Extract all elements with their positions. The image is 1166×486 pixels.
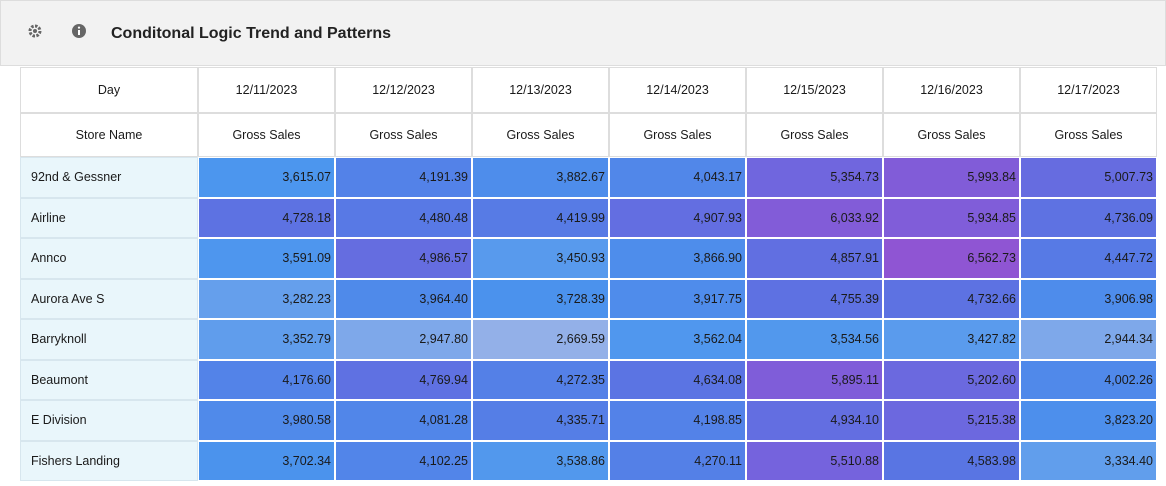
- sales-cell: 4,002.26: [1020, 359, 1157, 400]
- widget-header: Conditonal Logic Trend and Patterns: [0, 0, 1166, 66]
- sales-cell: 4,272.35: [472, 359, 609, 400]
- sales-cell: 3,450.93: [472, 238, 609, 279]
- sales-cell: 3,538.86: [472, 440, 609, 481]
- sales-cell: 4,198.85: [609, 400, 746, 441]
- sales-cell: 3,562.04: [609, 319, 746, 360]
- measure-header: Gross Sales: [609, 113, 746, 157]
- table: Day Store Name 12/11/2023 Gross Sales 12/12/…: [20, 67, 1166, 486]
- sales-cell: 3,352.79: [198, 319, 335, 360]
- sales-cell: 4,857.91: [746, 238, 883, 279]
- sales-cell: 2,944.34: [1020, 319, 1157, 360]
- widget-title: Conditonal Logic Trend and Patterns: [111, 25, 392, 42]
- date-header: 12/12/2023: [335, 67, 472, 113]
- measure-header: Gross Sales: [335, 113, 472, 157]
- store-name: Aurora Ave S: [20, 278, 198, 319]
- sales-cell: 3,728.39: [472, 278, 609, 319]
- sales-cell: 2,669.59: [472, 319, 609, 360]
- measure-header: Gross Sales: [198, 113, 335, 157]
- sales-cell: 3,980.58: [198, 400, 335, 441]
- measure-header: Gross Sales: [472, 113, 609, 157]
- column-header: Day: [20, 67, 198, 113]
- sales-cell: 3,906.98: [1020, 278, 1157, 319]
- date-header: 12/14/2023: [609, 67, 746, 113]
- sales-cell: 3,702.34: [198, 440, 335, 481]
- sales-cell: 4,270.11: [609, 440, 746, 481]
- sales-cell: 4,732.66: [883, 278, 1020, 319]
- sales-cell: 2,947.80: [335, 319, 472, 360]
- sales-cell: 6,562.73: [883, 238, 1020, 279]
- sales-cell: 4,634.08: [609, 359, 746, 400]
- store-name: 92nd & Gessner: [20, 157, 198, 198]
- measure-header: Gross Sales: [1020, 113, 1157, 157]
- column-header: Store Name: [20, 113, 198, 157]
- sales-cell: 4,736.09: [1020, 197, 1157, 238]
- date-header: 12/16/2023: [883, 67, 1020, 113]
- sales-cell: 3,427.82: [883, 319, 1020, 360]
- sales-cell: 4,176.60: [198, 359, 335, 400]
- sales-cell: 4,986.57: [335, 238, 472, 279]
- sales-cell: 4,583.98: [883, 440, 1020, 481]
- sales-cell: 3,591.09: [198, 238, 335, 279]
- sales-cell: 5,215.38: [883, 400, 1020, 441]
- date-header: 12/17/2023: [1020, 67, 1157, 113]
- sales-cell: 5,510.88: [746, 440, 883, 481]
- sales-cell: 3,334.40: [1020, 440, 1157, 481]
- sales-cell: 4,447.72: [1020, 238, 1157, 279]
- sales-cell: 5,202.60: [883, 359, 1020, 400]
- measure-header: Gross Sales: [883, 113, 1020, 157]
- sales-cell: 5,895.11: [746, 359, 883, 400]
- store-name: E Division: [20, 400, 198, 441]
- sales-cell: 3,823.20: [1020, 400, 1157, 441]
- sales-cell: 5,007.73: [1020, 157, 1157, 198]
- store-name: Barryknoll: [20, 319, 198, 360]
- date-header: 12/11/2023: [198, 67, 335, 113]
- sales-cell: 4,769.94: [335, 359, 472, 400]
- sales-cell: 4,907.93: [609, 197, 746, 238]
- sales-cell: 6,033.92: [746, 197, 883, 238]
- sales-cell: 4,102.25: [335, 440, 472, 481]
- sales-cell: 4,934.10: [746, 400, 883, 441]
- store-name: Annco: [20, 238, 198, 279]
- sales-cell: 4,335.71: [472, 400, 609, 441]
- store-name: Beaumont: [20, 359, 198, 400]
- sales-cell: 4,755.39: [746, 278, 883, 319]
- info-icon[interactable]: [71, 23, 87, 39]
- sales-cell: 3,882.67: [472, 157, 609, 198]
- sales-cell: 4,191.39: [335, 157, 472, 198]
- date-header: 12/13/2023: [472, 67, 609, 113]
- sales-cell: 4,480.48: [335, 197, 472, 238]
- sales-cell: 3,964.40: [335, 278, 472, 319]
- sales-cell: 5,934.85: [883, 197, 1020, 238]
- sales-cell: 5,993.84: [883, 157, 1020, 198]
- store-name: Airline: [20, 197, 198, 238]
- measure-header: Gross Sales: [746, 113, 883, 157]
- settings-icon[interactable]: [27, 23, 43, 39]
- sales-cell: 3,917.75: [609, 278, 746, 319]
- sales-cell: 3,534.56: [746, 319, 883, 360]
- sales-cell: 4,419.99: [472, 197, 609, 238]
- sales-cell: 4,081.28: [335, 400, 472, 441]
- sales-cell: 3,282.23: [198, 278, 335, 319]
- sales-cell: 4,728.18: [198, 197, 335, 238]
- store-name: Fishers Landing: [20, 440, 198, 481]
- sales-cell: 3,615.07: [198, 157, 335, 198]
- sales-cell: 5,354.73: [746, 157, 883, 198]
- date-header: 12/15/2023: [746, 67, 883, 113]
- sales-cell: 3,866.90: [609, 238, 746, 279]
- sales-cell: 4,043.17: [609, 157, 746, 198]
